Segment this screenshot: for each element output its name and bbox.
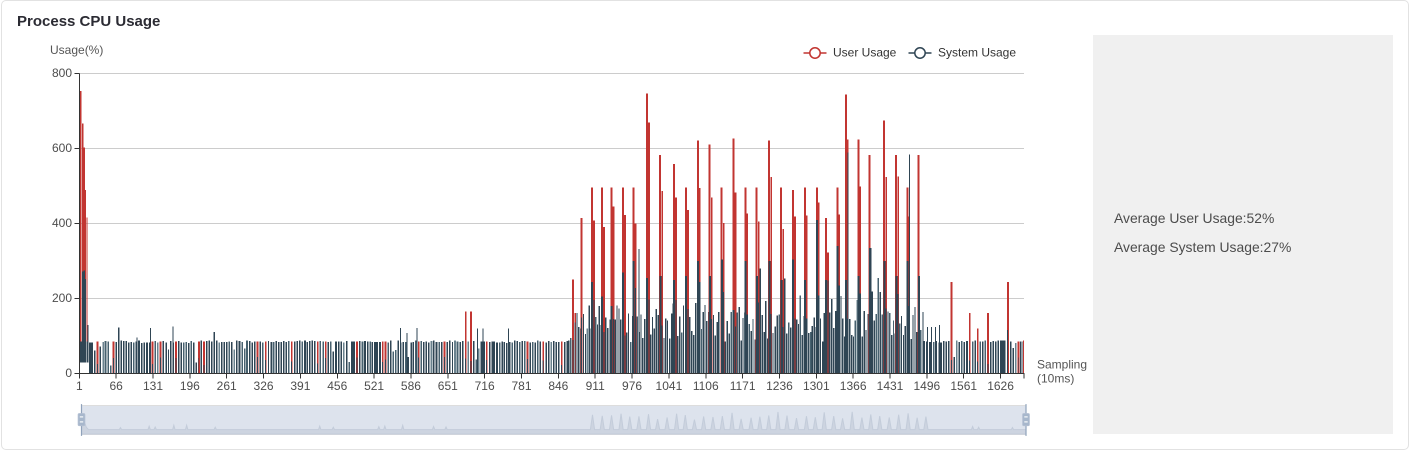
- svg-text:1431: 1431: [877, 379, 904, 393]
- svg-text:196: 196: [180, 379, 200, 393]
- svg-text:261: 261: [217, 379, 237, 393]
- svg-text:911: 911: [586, 379, 605, 393]
- svg-text:400: 400: [52, 216, 72, 230]
- svg-text:1496: 1496: [913, 379, 940, 393]
- svg-text:976: 976: [622, 379, 642, 393]
- svg-text:391: 391: [290, 379, 310, 393]
- svg-text:781: 781: [511, 379, 531, 393]
- svg-text:1236: 1236: [766, 379, 793, 393]
- svg-text:Usage(%): Usage(%): [50, 43, 103, 57]
- svg-text:1106: 1106: [693, 379, 719, 393]
- svg-text:800: 800: [52, 66, 72, 80]
- svg-text:600: 600: [52, 141, 72, 155]
- svg-text:User Usage: User Usage: [833, 46, 897, 60]
- svg-text:846: 846: [548, 379, 568, 393]
- svg-text:200: 200: [52, 291, 72, 305]
- svg-text:131: 131: [143, 379, 163, 393]
- svg-text:0: 0: [65, 366, 72, 380]
- svg-text:1: 1: [76, 379, 83, 393]
- svg-text:716: 716: [475, 379, 495, 393]
- svg-text:1171: 1171: [730, 379, 756, 393]
- svg-text:System Usage: System Usage: [938, 46, 1016, 60]
- svg-text:Sampling: Sampling: [1037, 358, 1087, 372]
- svg-text:66: 66: [109, 379, 123, 393]
- svg-text:1626: 1626: [987, 379, 1014, 393]
- svg-text:1041: 1041: [656, 379, 683, 393]
- svg-text:651: 651: [438, 379, 458, 393]
- svg-text:1301: 1301: [803, 379, 830, 393]
- svg-text:456: 456: [327, 379, 347, 393]
- svg-text:326: 326: [254, 379, 274, 393]
- svg-text:(10ms): (10ms): [1037, 372, 1074, 386]
- svg-text:1561: 1561: [950, 379, 977, 393]
- svg-text:1366: 1366: [840, 379, 867, 393]
- svg-text:521: 521: [364, 379, 384, 393]
- svg-text:586: 586: [401, 379, 421, 393]
